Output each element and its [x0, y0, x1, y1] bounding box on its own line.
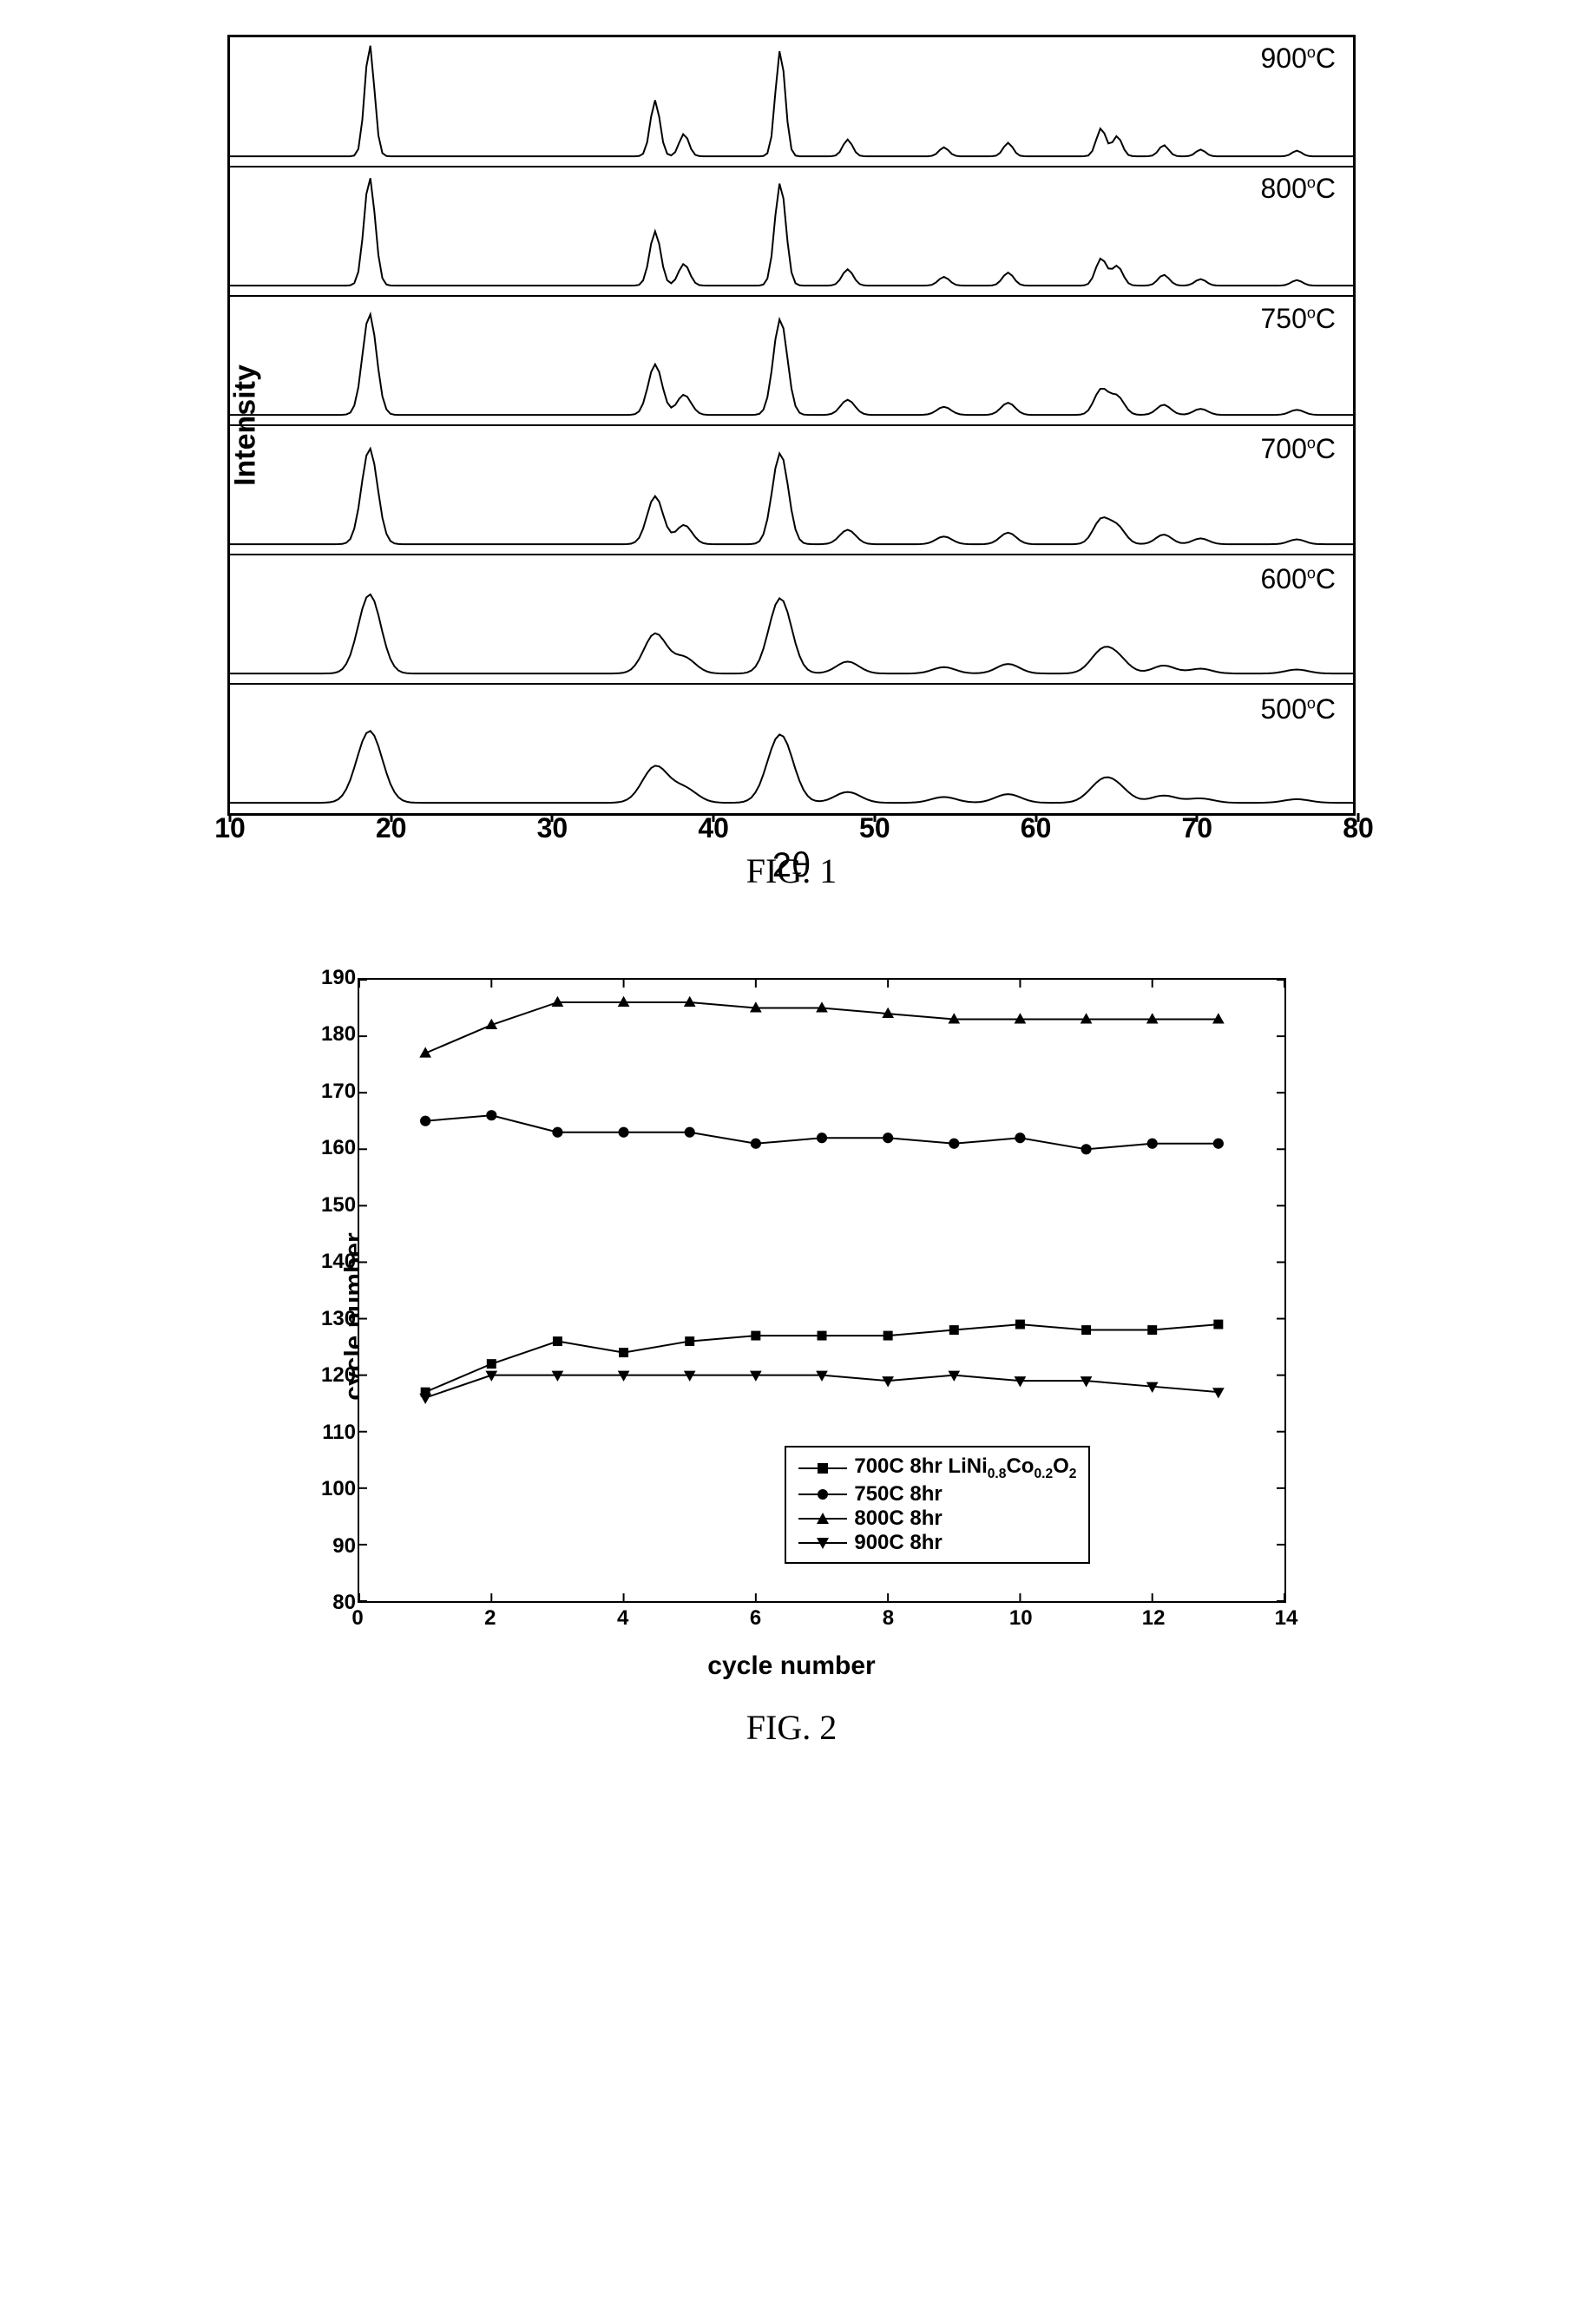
- xrd-xtick-mark: [1196, 813, 1199, 822]
- line-ytick-label: 80: [321, 1591, 356, 1615]
- line-xtick-label: 12: [1142, 1606, 1166, 1631]
- line-ytick-label: 160: [321, 1136, 356, 1160]
- line-xtick-label: 8: [883, 1606, 894, 1631]
- xrd-panel-label-0: 900oC: [1260, 43, 1336, 75]
- line-ytick-label: 170: [321, 1080, 356, 1104]
- line-ytick-label: 180: [321, 1022, 356, 1047]
- legend-row-1: 750C 8hr: [798, 1482, 1076, 1507]
- line-chart: cycle number 700C 8hr LiNi0.8Co0.2O2750C…: [271, 961, 1312, 1672]
- xrd-xtick-mark: [873, 813, 876, 822]
- xrd-chart: Intensity 900oC800oC750oC700oC600oC500oC…: [227, 35, 1356, 816]
- xrd-trace-4: [230, 594, 1353, 673]
- xrd-xtick-mark: [1357, 813, 1360, 822]
- legend-row-0: 700C 8hr LiNi0.8Co0.2O2: [798, 1454, 1076, 1482]
- fig2-caption: FIG. 2: [746, 1707, 837, 1748]
- line-ytick-label: 90: [321, 1534, 356, 1559]
- series-line: [425, 1115, 1218, 1149]
- xrd-xtick-mark: [390, 813, 392, 822]
- line-ytick-label: 190: [321, 966, 356, 990]
- line-xtick-label: 4: [617, 1606, 628, 1631]
- xrd-panel-label-3: 700oC: [1260, 433, 1336, 465]
- xrd-panel-label-4: 600oC: [1260, 563, 1336, 595]
- xrd-panel-label-2: 750oC: [1260, 303, 1336, 335]
- xrd-panel-label-5: 500oC: [1260, 693, 1336, 725]
- figure-2: cycle number 700C 8hr LiNi0.8Co0.2O2750C…: [271, 961, 1312, 1748]
- line-ytick-label: 110: [321, 1421, 356, 1445]
- xrd-xtick-mark: [229, 813, 232, 822]
- xrd-xtick-mark: [713, 813, 715, 822]
- legend-box: 700C 8hr LiNi0.8Co0.2O2750C 8hr800C 8hr9…: [785, 1446, 1090, 1564]
- line-ytick-label: 100: [321, 1477, 356, 1501]
- xrd-panel-label-1: 800oC: [1260, 173, 1336, 205]
- xrd-xtick-mark: [551, 813, 554, 822]
- figure-1: Intensity 900oC800oC750oC700oC600oC500oC…: [227, 35, 1356, 891]
- xrd-trace-3: [230, 449, 1353, 544]
- xrd-trace-1: [230, 178, 1353, 286]
- xrd-trace-2: [230, 314, 1353, 415]
- xrd-trace-5: [230, 731, 1353, 803]
- xrd-xtick-mark: [1035, 813, 1037, 822]
- line-ytick-label: 150: [321, 1193, 356, 1218]
- line-xtick-label: 6: [750, 1606, 761, 1631]
- xrd-xlabel: 2θ: [772, 846, 811, 885]
- legend-row-3: 900C 8hr: [798, 1531, 1076, 1555]
- line-ytick-label: 130: [321, 1307, 356, 1331]
- line-xtick-label: 0: [351, 1606, 363, 1631]
- legend-row-2: 800C 8hr: [798, 1507, 1076, 1531]
- line-xtick-label: 14: [1275, 1606, 1298, 1631]
- line-xtick-label: 10: [1009, 1606, 1033, 1631]
- line-xtick-label: 2: [484, 1606, 496, 1631]
- line-xlabel: cycle number: [707, 1651, 875, 1681]
- line-ytick-label: 120: [321, 1363, 356, 1388]
- line-plot-area: 700C 8hr LiNi0.8Co0.2O2750C 8hr800C 8hr9…: [358, 978, 1286, 1603]
- xrd-plot-svg: [230, 37, 1353, 813]
- line-ytick-label: 140: [321, 1250, 356, 1274]
- xrd-trace-0: [230, 46, 1353, 156]
